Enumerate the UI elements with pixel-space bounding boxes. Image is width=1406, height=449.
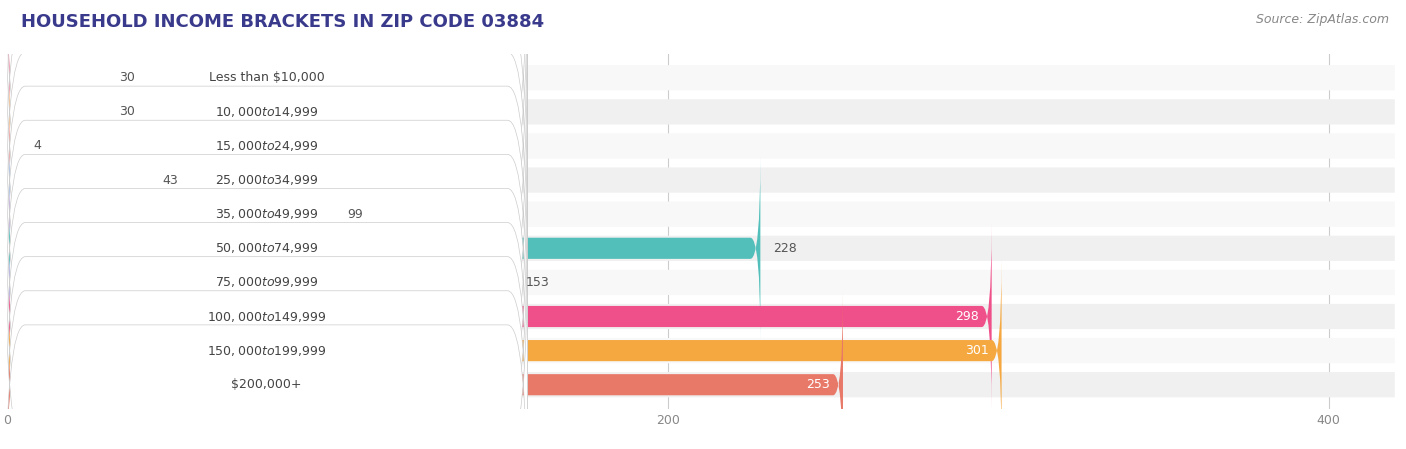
Text: $35,000 to $49,999: $35,000 to $49,999 xyxy=(215,207,318,221)
FancyBboxPatch shape xyxy=(7,157,761,340)
Text: $200,000+: $200,000+ xyxy=(231,378,302,391)
FancyBboxPatch shape xyxy=(6,70,527,359)
FancyBboxPatch shape xyxy=(7,236,1395,261)
FancyBboxPatch shape xyxy=(6,0,527,257)
FancyBboxPatch shape xyxy=(6,0,527,223)
Text: Less than $10,000: Less than $10,000 xyxy=(208,71,325,84)
Text: 301: 301 xyxy=(965,344,988,357)
FancyBboxPatch shape xyxy=(6,1,527,291)
FancyBboxPatch shape xyxy=(7,338,1395,363)
FancyBboxPatch shape xyxy=(7,133,1395,158)
Text: 30: 30 xyxy=(120,106,135,119)
FancyBboxPatch shape xyxy=(6,137,527,427)
FancyBboxPatch shape xyxy=(7,225,991,408)
FancyBboxPatch shape xyxy=(6,240,527,449)
Text: $150,000 to $199,999: $150,000 to $199,999 xyxy=(207,343,326,357)
Text: 30: 30 xyxy=(120,71,135,84)
Text: 253: 253 xyxy=(806,378,830,391)
Text: 4: 4 xyxy=(34,140,41,153)
FancyBboxPatch shape xyxy=(6,35,527,325)
Text: $15,000 to $24,999: $15,000 to $24,999 xyxy=(215,139,318,153)
FancyBboxPatch shape xyxy=(7,123,335,306)
Text: $25,000 to $34,999: $25,000 to $34,999 xyxy=(215,173,318,187)
Text: HOUSEHOLD INCOME BRACKETS IN ZIP CODE 03884: HOUSEHOLD INCOME BRACKETS IN ZIP CODE 03… xyxy=(21,13,544,31)
Text: $100,000 to $149,999: $100,000 to $149,999 xyxy=(207,309,326,323)
Text: $10,000 to $14,999: $10,000 to $14,999 xyxy=(215,105,318,119)
FancyBboxPatch shape xyxy=(6,206,527,449)
FancyBboxPatch shape xyxy=(7,191,513,374)
Text: Source: ZipAtlas.com: Source: ZipAtlas.com xyxy=(1256,13,1389,26)
Text: $50,000 to $74,999: $50,000 to $74,999 xyxy=(215,241,318,255)
FancyBboxPatch shape xyxy=(7,20,107,203)
Text: 153: 153 xyxy=(526,276,550,289)
Text: $75,000 to $99,999: $75,000 to $99,999 xyxy=(215,275,318,290)
FancyBboxPatch shape xyxy=(7,270,1395,295)
FancyBboxPatch shape xyxy=(6,103,527,393)
FancyBboxPatch shape xyxy=(7,65,1395,90)
Text: 99: 99 xyxy=(347,208,363,220)
FancyBboxPatch shape xyxy=(7,372,1395,397)
FancyBboxPatch shape xyxy=(7,0,107,170)
FancyBboxPatch shape xyxy=(7,54,20,238)
Text: 228: 228 xyxy=(773,242,797,255)
FancyBboxPatch shape xyxy=(7,99,1395,124)
FancyBboxPatch shape xyxy=(7,293,844,449)
FancyBboxPatch shape xyxy=(7,167,1395,193)
Text: 43: 43 xyxy=(162,174,179,187)
FancyBboxPatch shape xyxy=(7,304,1395,329)
FancyBboxPatch shape xyxy=(7,259,1001,442)
FancyBboxPatch shape xyxy=(7,88,149,272)
FancyBboxPatch shape xyxy=(6,172,527,449)
FancyBboxPatch shape xyxy=(7,202,1395,227)
Text: 298: 298 xyxy=(955,310,979,323)
